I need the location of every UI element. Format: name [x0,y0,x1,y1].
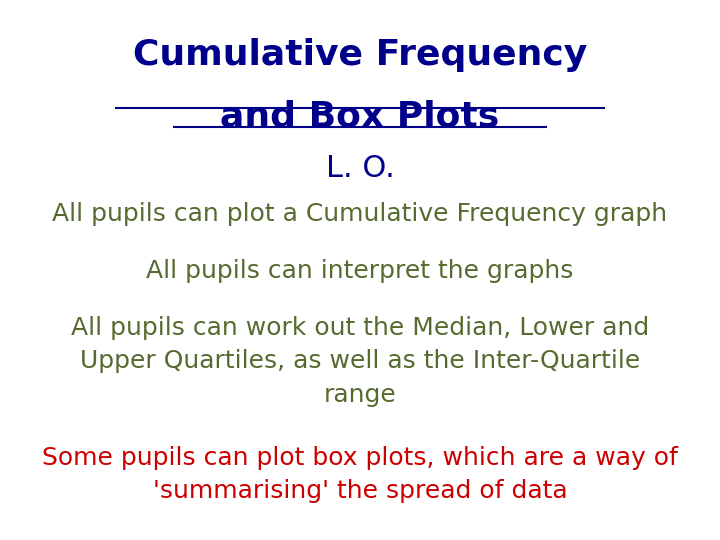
Text: All pupils can work out the Median, Lower and
Upper Quartiles, as well as the In: All pupils can work out the Median, Lowe… [71,316,649,407]
Text: Cumulative Frequency: Cumulative Frequency [133,38,587,72]
Text: and Box Plots: and Box Plots [220,100,500,134]
Text: L. O.: L. O. [325,154,395,183]
Text: All pupils can interpret the graphs: All pupils can interpret the graphs [146,259,574,283]
Text: All pupils can plot a Cumulative Frequency graph: All pupils can plot a Cumulative Frequen… [53,202,667,226]
Text: Some pupils can plot box plots, which are a way of
'summarising' the spread of d: Some pupils can plot box plots, which ar… [42,446,678,503]
